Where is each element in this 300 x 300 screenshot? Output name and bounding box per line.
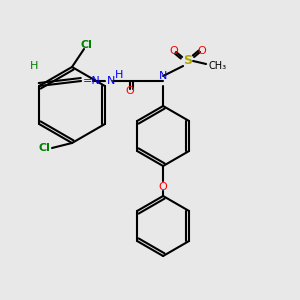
Text: H: H	[30, 61, 38, 71]
Text: O: O	[159, 182, 167, 192]
Text: O: O	[170, 46, 178, 56]
Text: Cl: Cl	[80, 40, 92, 50]
Text: N: N	[107, 76, 116, 86]
Text: O: O	[198, 46, 206, 56]
Text: O: O	[126, 86, 134, 96]
Text: S: S	[184, 55, 193, 68]
Text: N: N	[159, 71, 167, 81]
Text: =N: =N	[83, 76, 101, 86]
Text: CH₃: CH₃	[208, 61, 226, 71]
Text: H: H	[115, 70, 124, 80]
Text: Cl: Cl	[38, 143, 50, 153]
